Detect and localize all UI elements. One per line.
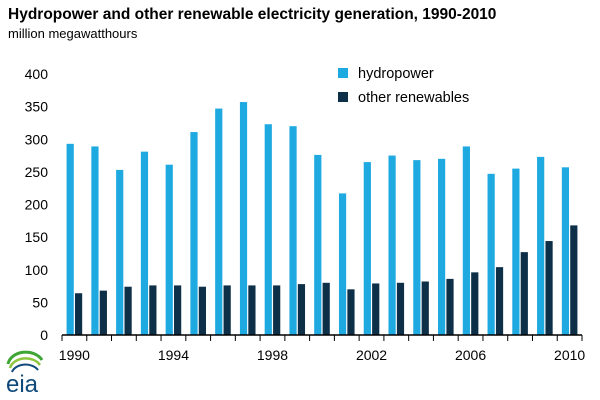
logo-arc-2 xyxy=(8,357,42,369)
bar-other-renewables-1995 xyxy=(198,286,206,335)
bar-other-renewables-2010 xyxy=(570,225,578,335)
bar-other-renewables-1991 xyxy=(99,290,107,335)
bar-other-renewables-2001 xyxy=(347,289,355,335)
x-tick-label-2002: 2002 xyxy=(356,347,387,363)
bar-hydropower-2008 xyxy=(512,168,520,335)
bar-hydropower-1999 xyxy=(289,126,297,335)
x-tick-label-2006: 2006 xyxy=(455,347,486,363)
bar-hydropower-2000 xyxy=(314,154,322,335)
bar-other-renewables-1997 xyxy=(248,285,256,335)
chart-title: Hydropower and other renewable electrici… xyxy=(8,6,497,23)
bar-other-renewables-2005 xyxy=(446,278,454,335)
bars-group xyxy=(66,102,578,336)
x-axis: 1990 1994 1998 2002 2006 2010 xyxy=(59,334,585,363)
bar-hydropower-1995 xyxy=(190,132,198,335)
y-tick-label-250: 250 xyxy=(25,164,49,180)
bar-other-renewables-2002 xyxy=(372,283,380,335)
y-tick-label-350: 350 xyxy=(25,99,49,115)
logo-text: eia xyxy=(6,371,39,396)
chart-subtitle: million megawatthours xyxy=(8,26,138,41)
bar-hydropower-2002 xyxy=(363,162,371,335)
bar-hydropower-1991 xyxy=(91,146,99,335)
bar-hydropower-1998 xyxy=(264,124,272,336)
y-tick-label-100: 100 xyxy=(25,262,49,278)
legend-label-other-renewables: other renewables xyxy=(358,90,469,106)
bar-hydropower-2001 xyxy=(338,193,347,335)
bar-other-renewables-1996 xyxy=(223,285,231,335)
bar-hydropower-1994 xyxy=(165,164,173,335)
bar-other-renewables-1994 xyxy=(174,285,182,335)
y-tick-label-50: 50 xyxy=(32,294,48,310)
bar-hydropower-2003 xyxy=(388,155,396,335)
bar-other-renewables-2008 xyxy=(520,252,528,335)
bar-other-renewables-2009 xyxy=(545,241,553,335)
bar-other-renewables-1998 xyxy=(273,285,281,335)
bar-hydropower-2006 xyxy=(462,146,470,335)
y-axis: 0 50 100 150 200 250 300 350 400 xyxy=(25,66,49,343)
legend-label-hydropower: hydropower xyxy=(358,66,434,82)
legend-swatch-other-renewables xyxy=(338,92,348,102)
bar-hydropower-2009 xyxy=(537,156,545,335)
x-tick-label-1990: 1990 xyxy=(59,347,90,363)
bar-hydropower-1990 xyxy=(66,143,74,335)
y-tick-label-200: 200 xyxy=(25,197,49,213)
x-tick-label-1994: 1994 xyxy=(158,347,189,363)
bar-hydropower-2005 xyxy=(438,158,446,335)
bar-hydropower-1993 xyxy=(140,151,149,335)
y-tick-label-150: 150 xyxy=(25,229,49,245)
bar-other-renewables-1990 xyxy=(74,293,83,335)
bar-hydropower-2004 xyxy=(413,160,421,335)
bar-other-renewables-2000 xyxy=(322,282,330,335)
bar-hydropower-1992 xyxy=(116,169,124,335)
bar-hydropower-2007 xyxy=(487,173,495,335)
legend-swatch-hydropower xyxy=(338,68,348,78)
bar-hydropower-2010 xyxy=(561,167,570,335)
x-tick-label-2010: 2010 xyxy=(554,347,585,363)
bar-hydropower-1996 xyxy=(215,108,223,336)
logo-arc-3 xyxy=(11,363,39,373)
y-tick-label-0: 0 xyxy=(40,327,48,343)
bar-other-renewables-2006 xyxy=(471,272,479,335)
x-tick-label-1998: 1998 xyxy=(257,347,288,363)
logo-arc-1 xyxy=(6,350,44,365)
bar-other-renewables-2004 xyxy=(421,281,429,335)
bar-other-renewables-1993 xyxy=(149,285,157,335)
legend: hydropower other renewables xyxy=(338,66,469,106)
y-tick-label-300: 300 xyxy=(25,131,49,147)
bar-other-renewables-2007 xyxy=(495,267,504,335)
bar-hydropower-1997 xyxy=(239,102,248,336)
y-tick-label-400: 400 xyxy=(25,66,49,82)
bar-other-renewables-1999 xyxy=(297,284,306,335)
eia-logo: eia xyxy=(6,350,44,396)
bar-other-renewables-1992 xyxy=(124,286,132,335)
bar-other-renewables-2003 xyxy=(396,282,405,335)
